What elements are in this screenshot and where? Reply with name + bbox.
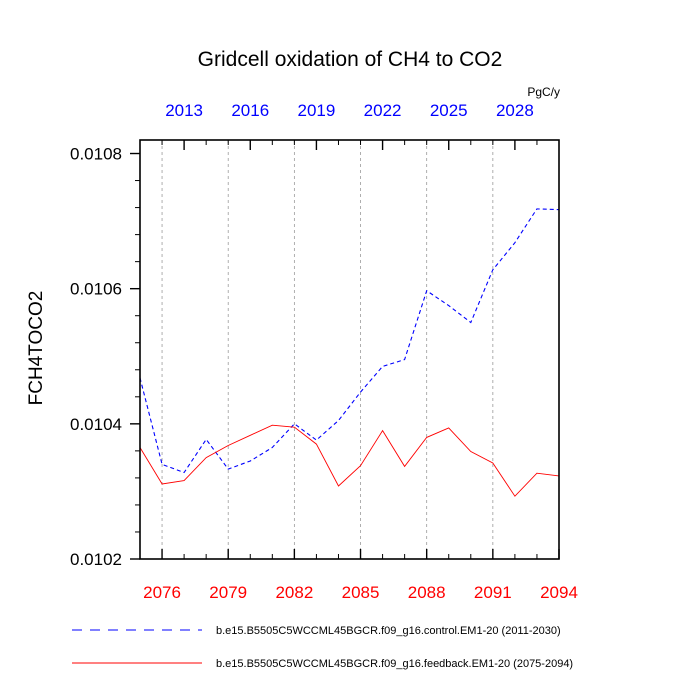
top-tick-label: 2013 (165, 101, 203, 120)
top-tick-label: 2025 (430, 101, 468, 120)
top-tick-label: 2028 (496, 101, 534, 120)
x-tick-label: 2076 (143, 583, 181, 602)
y-tick-label: 0.0108 (70, 145, 122, 164)
y-tick-label: 0.0106 (70, 280, 122, 299)
y-tick-label: 0.0102 (70, 550, 122, 569)
y-tick-label: 0.0104 (70, 415, 122, 434)
legend: b.e15.B5505C5WCCML45BGCR.f09_g16.control… (72, 625, 573, 670)
units-label: PgC/y (527, 85, 560, 99)
legend-label: b.e15.B5505C5WCCML45BGCR.f09_g16.feedbac… (216, 658, 573, 670)
y-axis-label: FCH4TOCO2 (26, 291, 47, 406)
series-line-feedback (139, 424, 560, 497)
series-layer (139, 208, 560, 497)
plot-frame (139, 139, 560, 560)
x-tick-label: 2091 (474, 583, 512, 602)
chart-title: Gridcell oxidation of CH4 to CO2 (198, 48, 503, 71)
series-line-control (139, 208, 560, 474)
top-tick-label: 2022 (364, 101, 402, 120)
x-tick-label: 2079 (209, 583, 247, 602)
x-tick-label: 2088 (408, 583, 446, 602)
top-tick-label: 2016 (231, 101, 269, 120)
axes: 2076 2079 2082 2085 2088 2091 2094 2013 2016 2019… (70, 101, 578, 602)
gridlines (161, 140, 494, 559)
x-tick-label: 2094 (540, 583, 578, 602)
top-tick-label: 2019 (298, 101, 336, 120)
legend-label: b.e15.B5505C5WCCML45BGCR.f09_g16.control… (216, 625, 561, 637)
x-tick-label: 2085 (342, 583, 380, 602)
x-tick-label: 2082 (275, 583, 313, 602)
